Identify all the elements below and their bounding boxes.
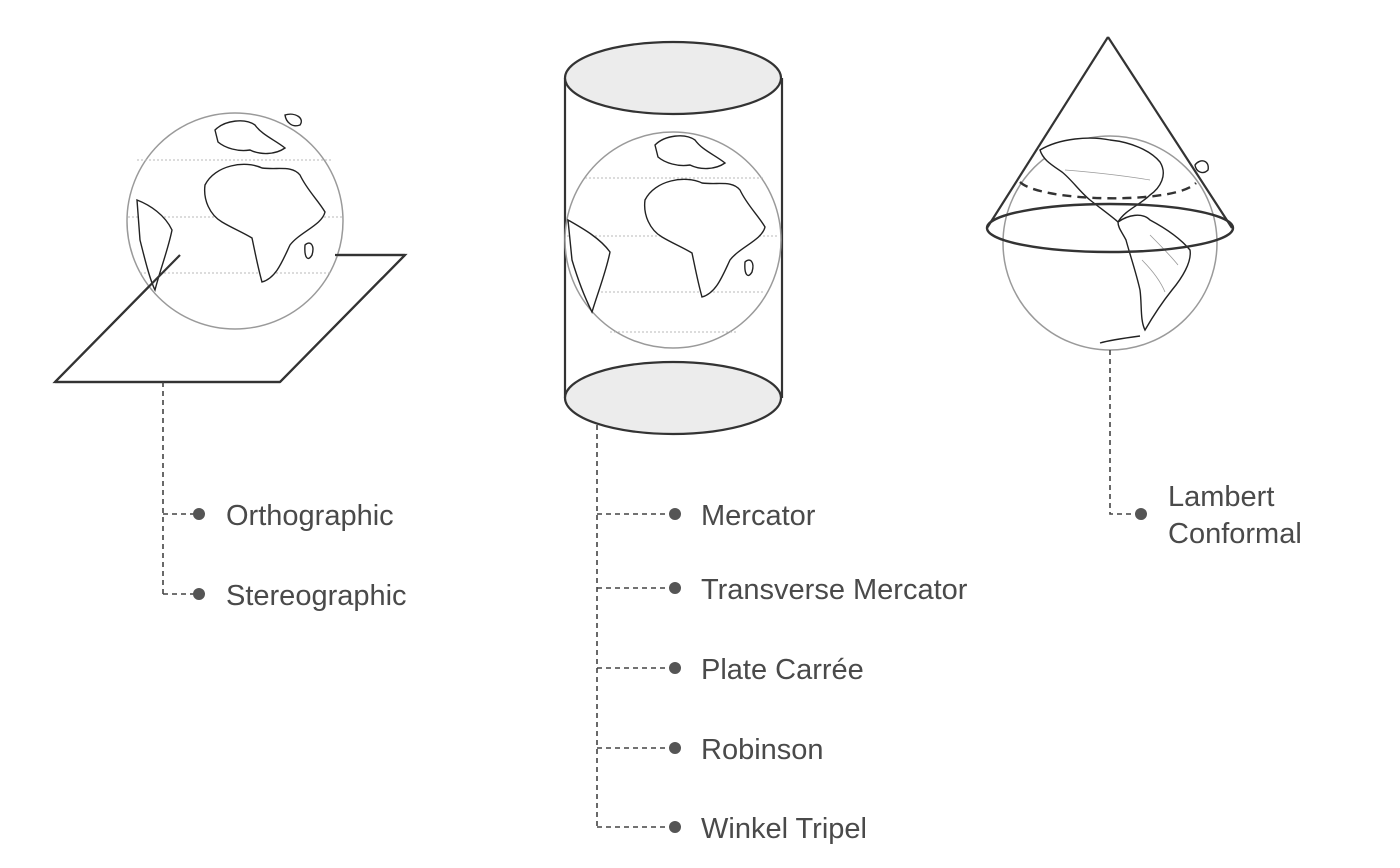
bullet-dot [193,588,205,600]
cone-tangent-line [1019,181,1197,200]
cylindrical-labels: Mercator Transverse Mercator Plate Carré… [596,425,968,845]
label-winkel-tripel: Winkel Tripel [701,813,867,845]
conic-projection-group [985,36,1235,351]
conic-labels: Lambert Conformal [1109,350,1302,550]
bullet-dot [669,742,681,754]
planar-globe [126,112,344,330]
label-orthographic: Orthographic [226,500,394,532]
cone-base [985,202,1235,254]
bullet-dot [669,582,681,594]
label-transverse-mercator: Transverse Mercator [701,574,968,606]
cylindrical-projection-group [563,40,784,436]
planar-labels: Orthographic Stereographic [162,382,407,612]
cylindrical-globe [564,131,782,349]
label-robinson: Robinson [701,734,824,766]
label-conformal: Conformal [1168,518,1302,550]
cylinder-bottom-cap [563,360,783,436]
cone-left-edge [986,36,1109,229]
planar-projection-group [52,112,408,384]
bullet-dot [193,508,205,520]
conic-globe [1002,135,1218,351]
bullet-dot [1135,508,1147,520]
label-mercator: Mercator [701,500,816,532]
label-plate-carree: Plate Carrée [701,654,864,686]
cylinder-top-cap [563,40,783,116]
bullet-dot [669,821,681,833]
label-stereographic: Stereographic [226,580,407,612]
label-lambert: Lambert [1168,481,1274,513]
bullet-dot [669,662,681,674]
bullet-dot [669,508,681,520]
cone-right-edge [1107,36,1233,229]
